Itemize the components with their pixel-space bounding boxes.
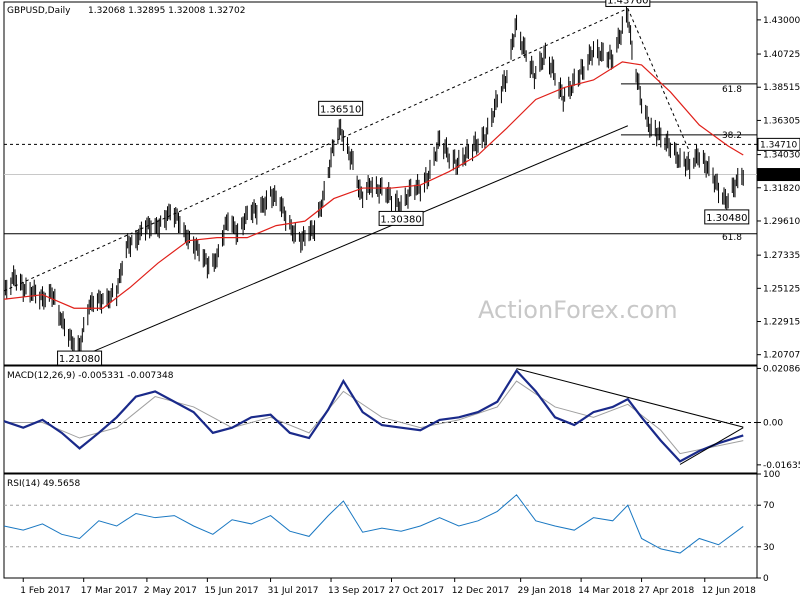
price-axis-label: 1.22915 xyxy=(763,318,800,328)
price-panel-title: GBPUSD,Daily xyxy=(7,6,71,16)
pivot-label: 1.21080 xyxy=(59,354,100,365)
time-axis-label: 2 May 2017 xyxy=(144,586,197,596)
macd-support-line xyxy=(679,427,744,465)
price-axis-label: 1.38515 xyxy=(763,83,800,93)
price-axis-label: 1.25125 xyxy=(763,284,800,294)
time-axis-label: 12 Dec 2017 xyxy=(452,586,510,596)
moving-average-line xyxy=(3,61,744,309)
pivot-label: 1.30480 xyxy=(706,213,747,224)
rsi-panel-title: RSI(14) 49.5658 xyxy=(7,479,80,489)
price-axis-label: 1.40725 xyxy=(763,50,800,60)
macd-axis-label: 0.00 xyxy=(763,418,783,428)
macd-panel xyxy=(3,365,758,474)
time-axis-label: 12 Jun 2018 xyxy=(702,586,756,596)
marked-level-tag: 1.34710 xyxy=(760,140,797,150)
price-panel xyxy=(3,1,758,366)
rsi-axis-label: 100 xyxy=(763,470,780,480)
macd-resistance-line xyxy=(516,368,744,428)
pivot-label: 1.30380 xyxy=(380,214,421,225)
macd-layer xyxy=(3,368,757,465)
pivot-label-box xyxy=(57,350,103,366)
time-axis-label: 31 Jul 2017 xyxy=(268,586,319,596)
price-axis-label: 1.34030 xyxy=(763,151,800,161)
time-axis-label: 27 Apr 2018 xyxy=(639,586,695,596)
time-axis-label: 27 Oct 2017 xyxy=(388,586,444,596)
channel-support-line xyxy=(79,125,629,358)
time-axis-label: 17 Mar 2017 xyxy=(81,586,138,596)
watermark: ActionForex.com xyxy=(478,296,678,324)
pivot-label-box xyxy=(378,210,424,226)
fib-label: 61.8 xyxy=(722,233,742,243)
price-axis-label: 1.36305 xyxy=(763,116,800,126)
price-axis-label: 1.31820 xyxy=(763,184,800,194)
time-axis-label: 29 Jan 2018 xyxy=(518,586,572,596)
price-layer: 61.8 38.2 61.8 1.21080 1.36510 1.30380 1.43760… xyxy=(3,0,757,366)
time-axis-label: 13 Sep 2017 xyxy=(328,586,385,596)
macd-axis-label: -0.016357 xyxy=(763,461,800,471)
axis-layer: 1.43000 1.40725 1.38515 1.36305 1.34030 1.318… xyxy=(20,16,800,596)
price-axis-label: 1.20707 xyxy=(763,351,800,361)
pivot-label-box xyxy=(605,0,651,7)
macd-axis-label: 0.020861 xyxy=(763,364,800,374)
macd-signal-line xyxy=(4,380,744,455)
rsi-line xyxy=(3,494,744,554)
last-price-tag: 1.32702 xyxy=(760,171,797,181)
pivot-label: 1.43760 xyxy=(607,0,648,6)
price-axis-label: 1.29610 xyxy=(763,217,800,227)
time-axis-label: 15 Jun 2017 xyxy=(204,586,258,596)
ohlc-header: 1.32068 1.32895 1.32008 1.32702 xyxy=(88,6,245,16)
rsi-axis-label: 70 xyxy=(763,501,775,511)
time-axis-label: 1 Feb 2017 xyxy=(20,586,70,596)
rsi-layer xyxy=(3,494,757,554)
rsi-panel xyxy=(3,473,758,579)
price-axis-label: 1.43000 xyxy=(763,16,800,26)
fib-label: 38.2 xyxy=(722,131,742,141)
rsi-axis-label: 0 xyxy=(763,574,769,584)
last-price-tag-box xyxy=(757,168,800,182)
fib-label: 61.8 xyxy=(722,85,742,95)
price-axis-label: 1.27335 xyxy=(763,251,800,261)
channel-resistance-line xyxy=(3,8,629,292)
pivot-label: 1.36510 xyxy=(320,104,361,115)
macd-line xyxy=(3,368,744,463)
marked-level-tag-box xyxy=(757,137,800,151)
pivot-label-box xyxy=(318,100,364,116)
macd-panel-title: MACD(12,26,9) -0.005331 -0.007348 xyxy=(7,371,174,381)
pivot-label-box xyxy=(704,209,750,225)
time-axis-label: 14 Mar 2018 xyxy=(578,586,635,596)
rsi-axis-label: 30 xyxy=(763,543,775,553)
